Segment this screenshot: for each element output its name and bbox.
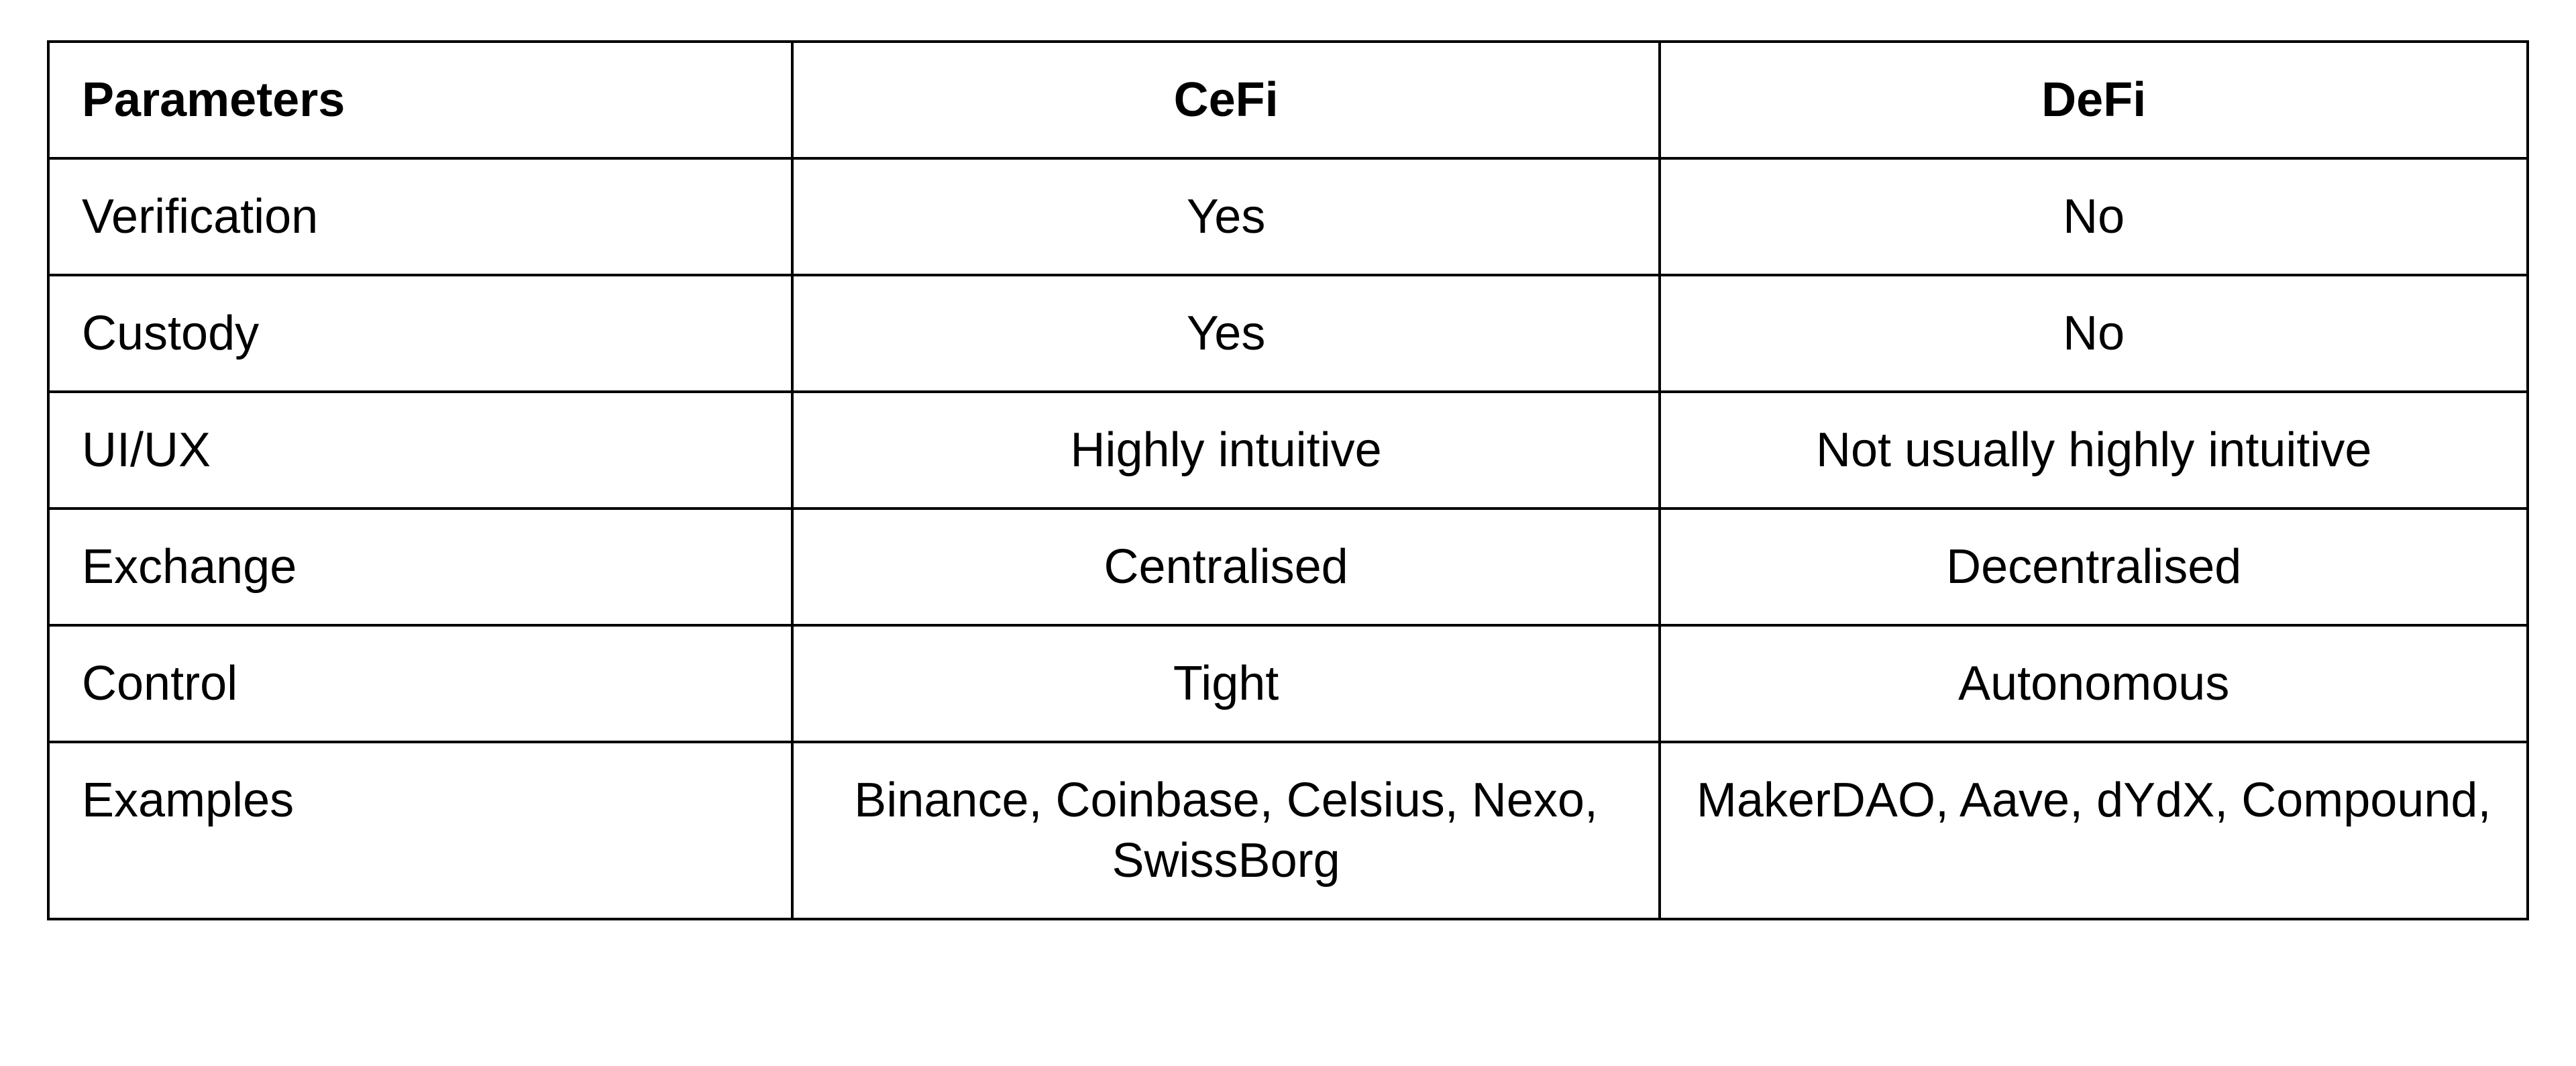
defi-cell: Decentralised [1660,509,2528,625]
table-row: UI/UX Highly intuitive Not usually highl… [48,392,2528,509]
param-cell: Control [48,625,792,742]
table-row: Verification Yes No [48,158,2528,275]
cefi-cell: Binance, Coinbase, Celsius, Nexo, SwissB… [792,742,1660,919]
col-header-cefi: CeFi [792,42,1660,158]
defi-cell: Not usually highly intuitive [1660,392,2528,509]
table-row: Exchange Centralised Decentralised [48,509,2528,625]
cefi-cell: Yes [792,275,1660,392]
defi-cell: No [1660,275,2528,392]
defi-cell: No [1660,158,2528,275]
defi-cell: Autonomous [1660,625,2528,742]
table-row: Control Tight Autonomous [48,625,2528,742]
cefi-cell: Highly intuitive [792,392,1660,509]
table-row: Examples Binance, Coinbase, Celsius, Nex… [48,742,2528,919]
param-cell: Examples [48,742,792,919]
param-cell: Exchange [48,509,792,625]
col-header-defi: DeFi [1660,42,2528,158]
table-container: Parameters CeFi DeFi Verification Yes No… [0,0,2576,961]
param-cell: UI/UX [48,392,792,509]
defi-cell: MakerDAO, Aave, dYdX, Compound, [1660,742,2528,919]
param-cell: Custody [48,275,792,392]
comparison-table: Parameters CeFi DeFi Verification Yes No… [47,40,2529,920]
param-cell: Verification [48,158,792,275]
cefi-cell: Yes [792,158,1660,275]
table-header-row: Parameters CeFi DeFi [48,42,2528,158]
col-header-parameters: Parameters [48,42,792,158]
table-row: Custody Yes No [48,275,2528,392]
cefi-cell: Tight [792,625,1660,742]
cefi-cell: Centralised [792,509,1660,625]
